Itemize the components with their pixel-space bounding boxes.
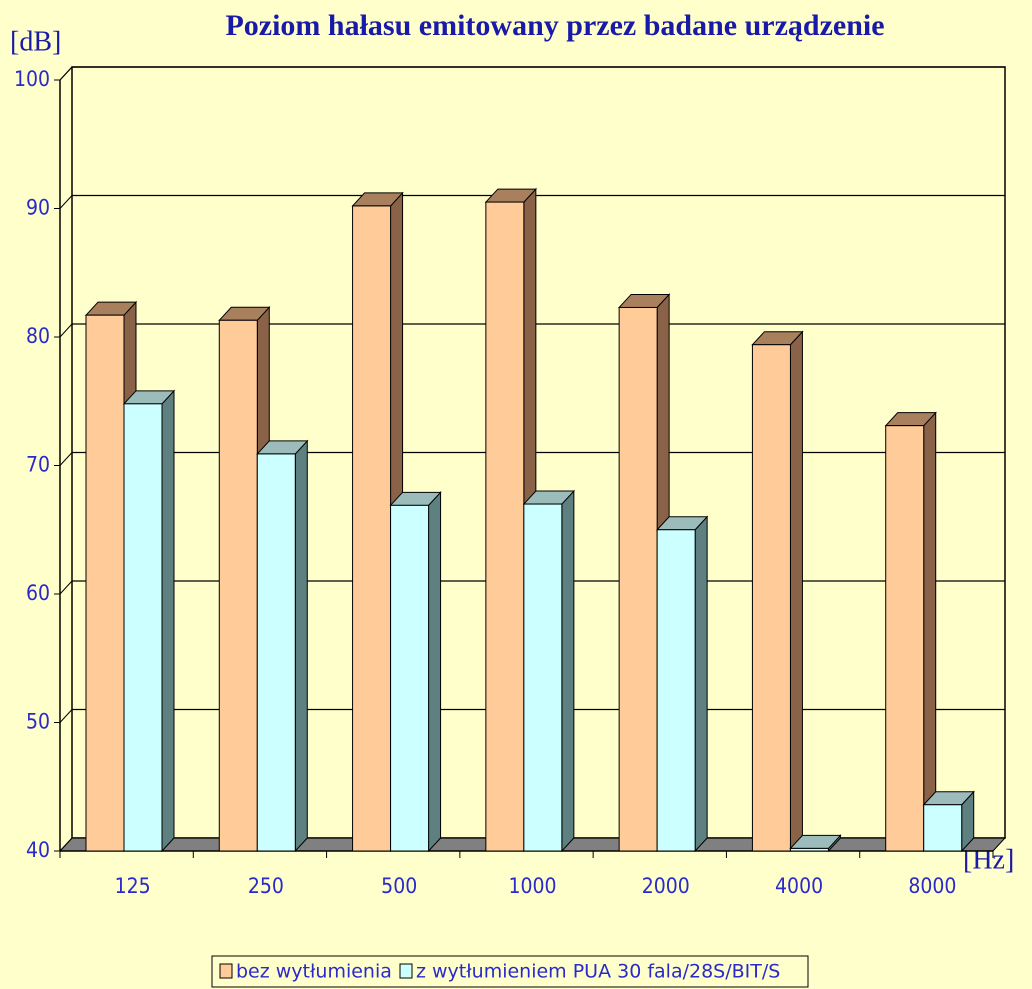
x-tick-label: 8000: [908, 874, 956, 898]
bar: [123, 403, 163, 852]
y-tick-label: 70: [26, 453, 50, 477]
y-axis-label: [dB]: [10, 26, 61, 57]
y-tick-label: 100: [14, 67, 50, 91]
legend-box: [211, 955, 809, 988]
x-tick-label: 2000: [642, 874, 690, 898]
y-tick-label: 90: [26, 196, 50, 220]
grid-line-side: [59, 837, 73, 852]
bar-side: [161, 389, 175, 853]
bar: [885, 425, 925, 852]
bar-side: [428, 491, 442, 853]
bar-side: [561, 489, 575, 853]
legend-swatch: [399, 963, 413, 979]
grid-line-side: [59, 323, 73, 338]
y-tick-label: 80: [26, 324, 50, 348]
x-tick-label: 250: [248, 874, 284, 898]
legend-swatch: [219, 963, 233, 979]
grid-line-side: [59, 580, 73, 595]
legend-label: z wytłumieniem PUA 30 fala/28S/BIT/S: [416, 961, 780, 983]
legend-label: bez wytłumienia: [236, 961, 392, 983]
bar-side: [294, 439, 308, 853]
bar-side: [789, 330, 803, 853]
grid-line-side: [59, 195, 73, 209]
grid-line-side: [59, 452, 73, 466]
bar: [218, 319, 258, 852]
y-tick-label: 60: [26, 581, 50, 605]
x-tick-label: 125: [115, 874, 151, 898]
bar: [751, 344, 791, 852]
y-tick-label: 40: [26, 838, 50, 862]
bar: [923, 804, 963, 852]
y-tick-label: 50: [26, 710, 50, 734]
chart-title: Poziom hałasu emitowany przez badane urz…: [225, 9, 884, 42]
x-tick-label: 500: [381, 874, 417, 898]
bar: [656, 529, 696, 852]
grid-line-side: [59, 709, 73, 723]
bar: [618, 306, 658, 852]
bar: [85, 314, 125, 852]
bar: [390, 504, 430, 852]
bar: [485, 201, 525, 852]
bar: [256, 453, 296, 852]
bar-side: [694, 515, 708, 853]
grid-line-side: [59, 66, 73, 81]
x-tick-label: 4000: [775, 874, 823, 898]
x-tick-label: 1000: [508, 874, 556, 898]
bar-side: [923, 411, 937, 853]
bar: [523, 503, 563, 852]
bar: [352, 205, 392, 852]
bar: [789, 847, 829, 852]
